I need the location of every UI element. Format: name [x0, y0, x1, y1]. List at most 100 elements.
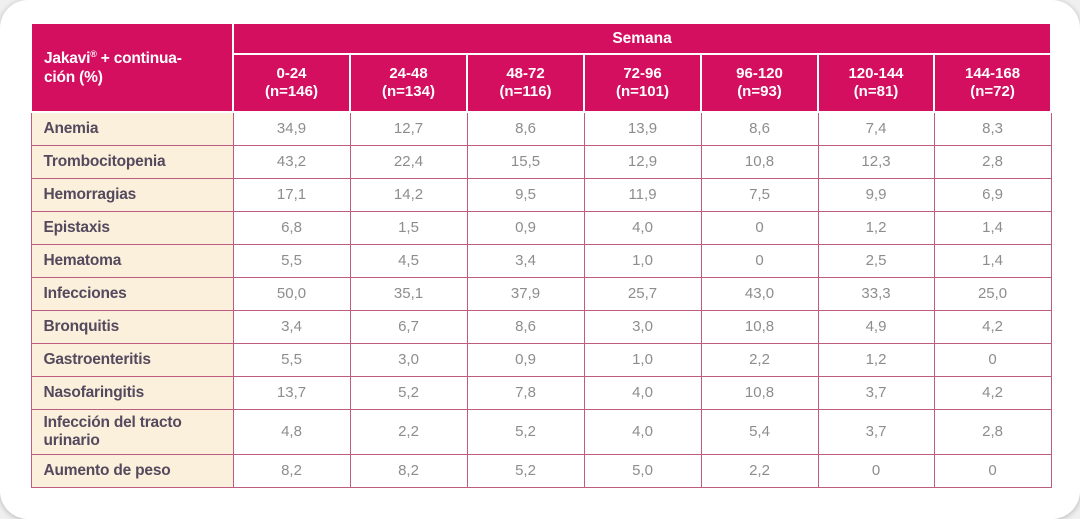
week-n-count: (n=72) — [970, 83, 1015, 100]
data-cell: 10,8 — [700, 144, 819, 179]
data-cell: 33,3 — [817, 276, 935, 311]
data-cell: 12,7 — [349, 111, 468, 146]
row-label: Nasofaringitis — [30, 375, 234, 410]
table-row: Hemorragias 17,1 14,2 9,5 11,9 7,5 9,9 6,9 — [30, 177, 1052, 212]
week-n-count: (n=93) — [737, 83, 782, 100]
data-cell: 2,5 — [817, 243, 935, 278]
data-cell: 4,0 — [583, 210, 702, 245]
table-header: Jakavi® + continua-ción (%) Semana 0-24(… — [30, 22, 1053, 113]
data-cell: 0 — [700, 210, 819, 245]
data-cell: 8,2 — [349, 453, 468, 488]
data-cell: 1,2 — [817, 342, 935, 377]
data-cell: 7,8 — [466, 375, 585, 410]
data-cell: 43,2 — [232, 144, 351, 179]
table-row: Hematoma 5,5 4,5 3,4 1,0 0 2,5 1,4 — [30, 243, 1052, 278]
data-cell: 5,2 — [466, 408, 585, 455]
data-cell: 12,9 — [583, 144, 702, 179]
data-cell: 0 — [933, 453, 1052, 488]
week-n-count: (n=146) — [265, 83, 318, 100]
data-cell: 1,2 — [817, 210, 935, 245]
data-cell: 3,0 — [349, 342, 468, 377]
data-cell: 4,5 — [349, 243, 468, 278]
row-label: Hemorragias — [30, 177, 234, 212]
data-cell: 7,5 — [700, 177, 819, 212]
week-column-header: 120-144 (n=81) — [817, 53, 935, 113]
data-cell: 1,4 — [933, 210, 1052, 245]
data-cell: 43,0 — [700, 276, 819, 311]
group-header-row: Jakavi® + continua-ción (%) Semana — [30, 22, 1053, 113]
data-cell: 13,7 — [232, 375, 351, 410]
week-column-header: 0-24 (n=146) — [232, 53, 351, 113]
data-cell: 0 — [817, 453, 935, 488]
registered-trademark: ® — [90, 48, 97, 59]
week-range: 144-168 — [965, 65, 1021, 82]
week-range: 120-144 — [848, 65, 904, 82]
data-cell: 5,2 — [349, 375, 468, 410]
corner-line1-rest: + continua- — [96, 49, 182, 67]
week-column-header: 48-72 (n=116) — [466, 53, 585, 113]
data-cell: 4,2 — [933, 309, 1052, 344]
brand-name: Jakavi — [44, 49, 91, 67]
week-group-header: Semana — [231, 22, 1053, 55]
week-column-header: 96-120 (n=93) — [700, 53, 819, 113]
row-label: Infección del tracto urinario — [30, 408, 234, 455]
data-cell: 2,8 — [933, 408, 1052, 455]
week-n-count: (n=116) — [499, 83, 552, 100]
table-row: Epistaxis 6,8 1,5 0,9 4,0 0 1,2 1,4 — [30, 210, 1052, 245]
data-cell: 3,0 — [583, 309, 702, 344]
data-cell: 22,4 — [349, 144, 468, 179]
week-range: 0-24 — [276, 65, 307, 82]
data-cell: 10,8 — [700, 309, 819, 344]
data-cell: 6,8 — [232, 210, 351, 245]
data-cell: 12,3 — [817, 144, 935, 179]
table-row: Bronquitis 3,4 6,7 8,6 3,0 10,8 4,9 4,2 — [30, 309, 1052, 344]
table-row: Gastroenteritis 5,5 3,0 0,9 1,0 2,2 1,2 0 — [30, 342, 1052, 377]
data-cell: 35,1 — [349, 276, 468, 311]
row-label: Trombocitopenia — [30, 144, 234, 179]
data-cell: 5,4 — [700, 408, 819, 455]
data-cell: 37,9 — [466, 276, 585, 311]
data-cell: 50,0 — [232, 276, 351, 311]
row-label: Hematoma — [30, 243, 234, 278]
week-n-count: (n=101) — [616, 83, 669, 100]
row-label: Bronquitis — [30, 309, 234, 344]
data-cell: 4,2 — [933, 375, 1052, 410]
data-cell: 4,8 — [232, 408, 351, 455]
data-cell: 9,9 — [817, 177, 935, 212]
week-columns-row: 0-24 (n=146) 24-48 (n=134) 48-72 (n=116) 72-96… — [31, 53, 1053, 113]
table-row: Nasofaringitis 13,7 5,2 7,8 4,0 10,8 3,7 4,2 — [30, 375, 1052, 410]
week-column-header: 144-168 (n=72) — [932, 53, 1053, 113]
data-cell: 2,2 — [349, 408, 468, 455]
data-cell: 5,5 — [232, 243, 351, 278]
week-range: 24-48 — [389, 65, 428, 82]
data-cell: 2,2 — [700, 342, 819, 377]
data-cell: 3,7 — [817, 375, 935, 410]
table-row: Infecciones 50,0 35,1 37,9 25,7 43,0 33,3 25,0 — [30, 276, 1052, 311]
week-n-count: (n=81) — [853, 83, 899, 100]
data-cell: 14,2 — [349, 177, 468, 212]
data-cell: 8,6 — [700, 111, 819, 146]
data-cell: 5,0 — [583, 453, 702, 488]
data-cell: 9,5 — [466, 177, 585, 212]
data-cell: 0 — [700, 243, 819, 278]
data-cell: 25,0 — [933, 276, 1052, 311]
table-row: Anemia 34,9 12,7 8,6 13,9 8,6 7,4 8,3 — [30, 111, 1052, 146]
data-cell: 1,5 — [349, 210, 468, 245]
data-cell: 34,9 — [232, 111, 351, 146]
data-cell: 3,4 — [466, 243, 585, 278]
data-cell: 4,0 — [583, 408, 702, 455]
corner-header-cell: Jakavi® + continua-ción (%) — [30, 22, 234, 113]
row-label: Infecciones — [30, 276, 234, 311]
week-range: 48-72 — [506, 65, 545, 82]
data-cell: 4,9 — [817, 309, 935, 344]
data-cell: 17,1 — [232, 177, 351, 212]
week-range: 96-120 — [736, 65, 783, 82]
data-cell: 2,8 — [933, 144, 1052, 179]
data-cell: 8,2 — [232, 453, 351, 488]
data-cell: 1,0 — [583, 342, 702, 377]
table-body: Anemia 34,9 12,7 8,6 13,9 8,6 7,4 8,3 Trombocito… — [30, 111, 1052, 488]
data-cell: 0,9 — [466, 342, 585, 377]
data-cell: 11,9 — [583, 177, 702, 212]
data-cell: 8,3 — [933, 111, 1052, 146]
